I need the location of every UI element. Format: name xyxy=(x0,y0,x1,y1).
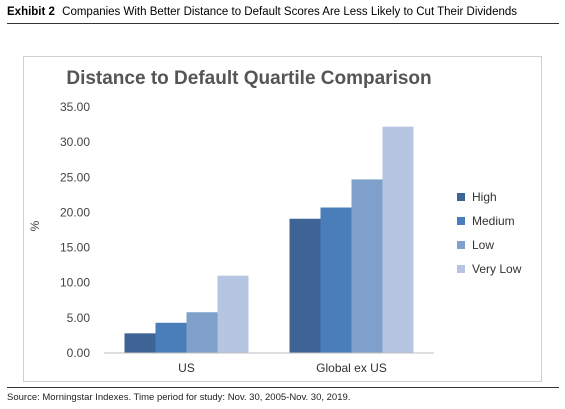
legend-swatch xyxy=(457,241,465,249)
bar-high-us xyxy=(124,333,156,353)
y-axis-label: % xyxy=(28,220,42,231)
legend-label: Very Low xyxy=(472,262,522,276)
legend-swatch xyxy=(457,217,465,225)
y-tick-label: 30.00 xyxy=(60,135,90,149)
legend-swatch xyxy=(457,193,465,201)
source-note: Source: Morningstar Indexes. Time period… xyxy=(7,392,351,403)
bar-medium-us xyxy=(155,322,187,353)
exhibit-label: Exhibit 2 xyxy=(7,6,55,18)
x-tick-label: US xyxy=(178,361,195,375)
y-tick-label: 5.00 xyxy=(67,311,91,325)
x-tick-label: Global ex US xyxy=(316,361,387,375)
y-tick-label: 35.00 xyxy=(60,100,90,114)
legend-label: Low xyxy=(472,238,494,252)
exhibit-title: Exhibit 2 Companies With Better Distance… xyxy=(7,5,559,19)
bar-high-global-ex-us xyxy=(289,218,321,353)
bottom-divider xyxy=(7,387,559,388)
bar-low-global-ex-us xyxy=(351,179,383,353)
chart-title: Distance to Default Quartile Comparison xyxy=(66,68,431,89)
x-axis-ticks: US Global ex US xyxy=(178,361,387,375)
bar-very-low-global-ex-us xyxy=(382,126,414,354)
y-axis-ticks: 0.00 5.00 10.00 15.00 20.00 25.00 30.00 35.00 xyxy=(60,100,90,360)
legend-label: High xyxy=(472,190,497,204)
bar-medium-global-ex-us xyxy=(320,207,352,353)
bars xyxy=(124,126,414,354)
y-tick-label: 10.00 xyxy=(60,276,90,290)
y-tick-label: 20.00 xyxy=(60,205,90,219)
y-tick-label: 15.00 xyxy=(60,241,90,255)
bar-chart: Distance to Default Quartile Comparison … xyxy=(28,68,522,375)
chart-frame: Distance to Default Quartile Comparison … xyxy=(23,56,542,382)
top-divider xyxy=(7,23,559,24)
exhibit-title-text: Companies With Better Distance to Defaul… xyxy=(62,6,518,18)
y-tick-label: 25.00 xyxy=(60,170,90,184)
bar-low-us xyxy=(186,312,218,353)
legend: High Medium Low Very Low xyxy=(457,190,522,276)
legend-swatch xyxy=(457,265,465,273)
legend-label: Medium xyxy=(472,214,515,228)
y-tick-label: 0.00 xyxy=(67,346,91,360)
bar-very-low-us xyxy=(217,275,249,353)
